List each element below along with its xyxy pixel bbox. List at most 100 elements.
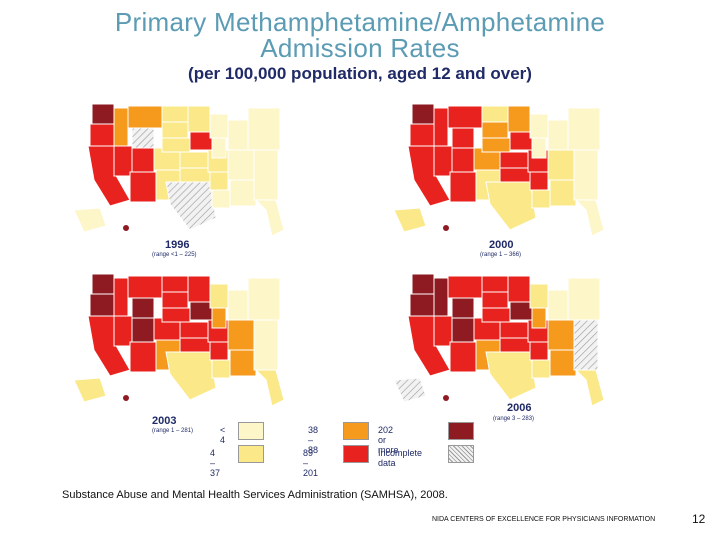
legend-swatch-89-201 [343, 445, 369, 463]
ut [131, 317, 155, 343]
ne [161, 137, 191, 153]
ak [73, 207, 107, 233]
or [409, 123, 435, 147]
ut [451, 147, 475, 173]
year-label-2000: 2000 [489, 239, 514, 251]
legend-label-incomplete: Incomplete data [378, 448, 423, 468]
tx [485, 181, 537, 231]
az [129, 171, 157, 203]
southeast [253, 319, 279, 371]
sd [161, 291, 189, 309]
wy [451, 127, 475, 149]
ks [499, 151, 529, 169]
map-1996 [70, 100, 320, 240]
mn [187, 105, 211, 133]
legend-swatch-lt4 [238, 422, 264, 440]
or [89, 293, 115, 317]
map-2003 [70, 270, 320, 410]
ks [179, 151, 209, 169]
la [531, 359, 551, 379]
nv [433, 145, 453, 177]
mn [187, 275, 211, 303]
ne [481, 307, 511, 323]
mn [507, 275, 531, 303]
legend-swatch-202 [448, 422, 474, 440]
ok [179, 337, 211, 353]
ak [393, 377, 427, 403]
id [433, 277, 449, 317]
or [409, 293, 435, 317]
legend-label-202: 202 or more [378, 425, 399, 455]
ne [161, 307, 191, 323]
az [129, 341, 157, 373]
hi [123, 225, 129, 231]
ar [529, 171, 549, 191]
mt [127, 275, 163, 299]
la [211, 359, 231, 379]
legend-label-38-88: 38 – 88 [308, 425, 319, 455]
us-map-2003 [73, 273, 285, 407]
ia [509, 301, 533, 321]
mi-oh [227, 289, 249, 321]
nd [481, 275, 509, 293]
il [531, 307, 547, 329]
ms-al-ga [549, 349, 577, 377]
la [211, 189, 231, 209]
ak [73, 377, 107, 403]
id [113, 277, 129, 317]
fl [574, 199, 605, 237]
sd [481, 291, 509, 309]
legend-swatch-38-88 [343, 422, 369, 440]
ne [481, 137, 511, 153]
il [531, 137, 547, 159]
nd [481, 105, 509, 123]
nv [113, 145, 133, 177]
southeast [573, 319, 599, 371]
us-map-2000 [393, 103, 605, 237]
legend-label-4-37: 4 – 37 [210, 448, 221, 478]
sd [161, 121, 189, 139]
legend-swatch-4-37 [238, 445, 264, 463]
title-line-1: Primary Methamphetamine/Amphetamine [114, 7, 606, 37]
year-label-2006: 2006 [507, 402, 532, 414]
wa [91, 103, 115, 125]
wi [209, 113, 229, 139]
year-label-1996: 1996 [165, 239, 190, 251]
fl [254, 199, 285, 237]
wa [411, 103, 435, 125]
range-label-2000: (range 1 – 366) [480, 252, 522, 258]
wy [451, 297, 475, 319]
source-citation: Substance Abuse and Mental Health Servic… [62, 489, 448, 501]
ok [499, 337, 531, 353]
ak [393, 207, 427, 233]
ks [179, 321, 209, 339]
hi [443, 225, 449, 231]
az [449, 341, 477, 373]
mn [507, 105, 531, 133]
tx [165, 181, 217, 231]
legend-swatch-incomplete [448, 445, 474, 463]
legend-label-89-201: 89 – 201 [303, 448, 319, 478]
ar [209, 171, 229, 191]
id [113, 107, 129, 147]
ia [189, 301, 213, 321]
states-2006 [393, 273, 605, 407]
hi [443, 395, 449, 401]
northeast [567, 277, 601, 321]
ks [499, 321, 529, 339]
nv [433, 315, 453, 347]
hi [123, 395, 129, 401]
range-label-1996: (range <1 – 225) [152, 252, 197, 258]
fl [254, 369, 285, 407]
ky-tn [227, 149, 255, 181]
ms-al-ga [549, 179, 577, 207]
ia [509, 131, 533, 151]
id [433, 107, 449, 147]
mt [127, 105, 163, 129]
wa [411, 273, 435, 295]
southeast [573, 149, 599, 201]
northeast [247, 277, 281, 321]
ky-tn [547, 149, 575, 181]
range-label-2003: (range 1 – 281) [152, 428, 194, 434]
states-2003 [73, 273, 285, 407]
